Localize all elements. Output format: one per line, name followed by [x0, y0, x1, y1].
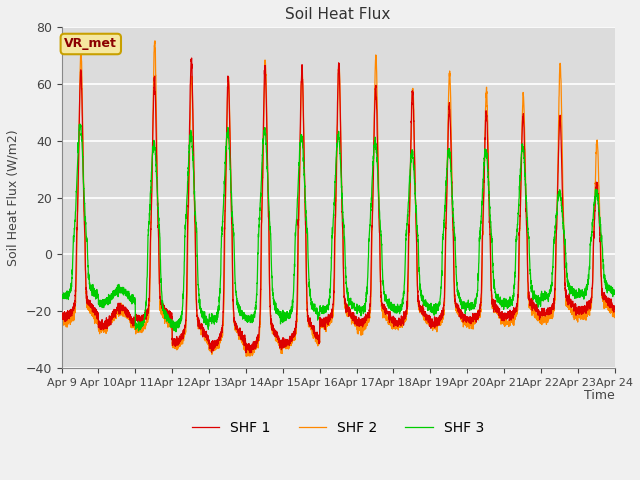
SHF 3	[610, 291, 618, 297]
SHF 2	[611, 314, 618, 320]
Legend: SHF 1, SHF 2, SHF 3: SHF 1, SHF 2, SHF 3	[186, 416, 490, 441]
X-axis label: Time: Time	[584, 389, 614, 402]
SHF 2	[157, 305, 165, 311]
SHF 1	[611, 303, 618, 309]
SHF 1	[318, 320, 326, 325]
SHF 3	[58, 294, 65, 300]
SHF 2	[318, 324, 326, 330]
SHF 2	[493, 312, 501, 317]
SHF 1	[493, 305, 501, 311]
SHF 3	[157, 279, 165, 285]
SHF 3	[172, 329, 180, 335]
Y-axis label: Soil Heat Flux (W/m2): Soil Heat Flux (W/m2)	[7, 129, 20, 266]
SHF 2	[432, 326, 440, 332]
SHF 2	[243, 353, 250, 359]
SHF 2	[610, 312, 618, 317]
SHF 2	[462, 318, 470, 324]
SHF 1	[610, 305, 618, 311]
SHF 3	[76, 121, 84, 127]
SHF 3	[318, 307, 326, 312]
SHF 2	[58, 319, 65, 325]
SHF 1	[157, 299, 164, 305]
SHF 2	[151, 38, 159, 44]
SHF 3	[611, 288, 618, 293]
Line: SHF 2: SHF 2	[61, 41, 614, 356]
SHF 3	[462, 304, 470, 310]
SHF 3	[432, 307, 440, 313]
SHF 1	[432, 322, 440, 327]
SHF 1	[246, 350, 254, 356]
Line: SHF 1: SHF 1	[61, 58, 614, 353]
Line: SHF 3: SHF 3	[61, 124, 614, 332]
SHF 1	[58, 308, 65, 314]
SHF 1	[462, 318, 470, 324]
Text: VR_met: VR_met	[65, 37, 117, 50]
Title: Soil Heat Flux: Soil Heat Flux	[285, 7, 391, 22]
SHF 1	[188, 55, 195, 61]
SHF 3	[493, 292, 501, 298]
